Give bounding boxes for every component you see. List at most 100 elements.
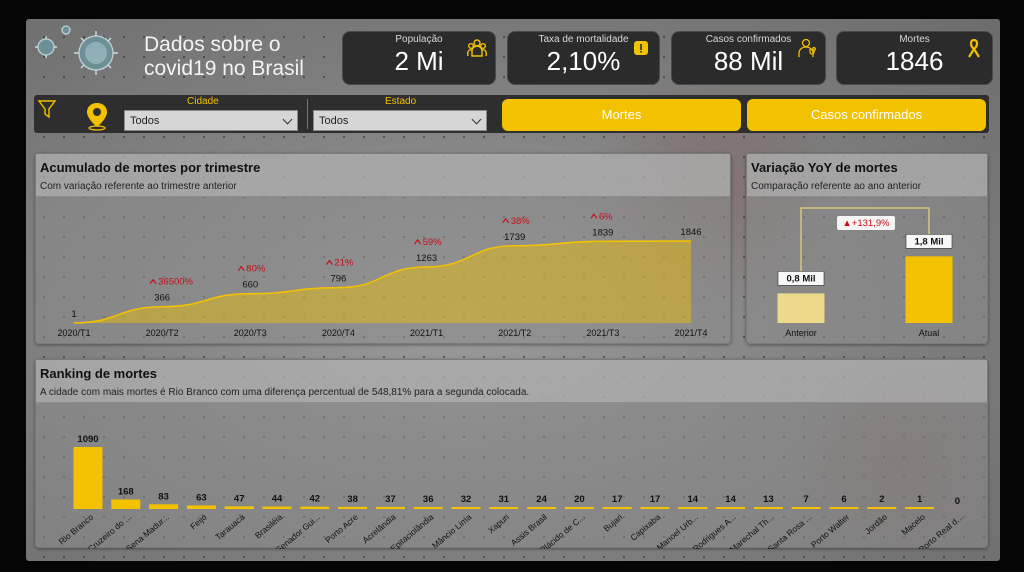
yoy-panel: Variação YoY de mortes Comparação refere…: [746, 153, 988, 344]
rank-bar: [111, 499, 141, 509]
area-fill: [74, 241, 691, 323]
kpi-casos-card: Casos confirmados 88 Mil: [671, 31, 826, 85]
cidade-selected-value: Todos: [130, 115, 160, 127]
acumulado-panel: Acumulado de mortes por trimestre Com va…: [35, 153, 731, 344]
dashboard-title: Dados sobre o covid19 no Brasil: [144, 33, 304, 81]
map-pin-icon: [87, 103, 107, 131]
data-label: 1846: [680, 227, 701, 238]
data-label: 6: [841, 494, 846, 505]
people-icon: [467, 39, 487, 57]
rank-bar: [224, 506, 254, 509]
cidade-label: Cidade: [187, 96, 219, 107]
x-tick-label: Bujari: [601, 512, 624, 534]
chevron-down-icon: [282, 114, 293, 125]
x-tick-label: Acrelândia: [360, 512, 397, 546]
x-tick-label: 2021/T1: [410, 328, 443, 338]
kpi-mortalidade-card: Taxa de mortalidade 2,10%: [507, 31, 660, 85]
data-label: 0,8 Mil: [786, 273, 815, 284]
x-tick-label: Mâncio Lima: [430, 512, 474, 549]
rank-bar: [640, 507, 670, 509]
x-tick-label: 2020/T4: [322, 328, 355, 338]
x-tick-label: Anterior: [785, 328, 817, 338]
rank-bar: [186, 505, 216, 509]
x-tick-label: 2021/T2: [498, 328, 531, 338]
variation-label: 59%: [423, 237, 443, 248]
data-label: 2: [879, 494, 884, 505]
rank-bar: [527, 507, 557, 509]
data-label: 36: [423, 494, 434, 505]
data-label: 14: [688, 494, 699, 505]
up-arrow-icon: [502, 217, 510, 224]
rank-bar: [564, 507, 594, 509]
dashboard-canvas: Dados sobre o covid19 no Brasil Populaçã…: [26, 19, 1000, 561]
data-label: 42: [310, 494, 321, 505]
variation-badge: [837, 216, 895, 230]
rank-bar: [338, 506, 368, 509]
data-label: 37: [385, 494, 396, 505]
rank-bar: [300, 506, 330, 509]
panel-title: Variação YoY de mortes: [751, 160, 898, 175]
rank-bar: [489, 507, 519, 509]
panel-subtitle: Com variação referente ao trimestre ante…: [40, 181, 237, 192]
data-label: 47: [234, 493, 245, 504]
data-label: 1839: [592, 227, 613, 238]
data-label: 63: [196, 492, 207, 503]
data-label: 366: [154, 293, 170, 304]
up-arrow-icon: [149, 278, 157, 285]
filter-icon[interactable]: [37, 99, 57, 119]
x-tick-label: Brasiléia: [253, 512, 285, 541]
data-label: 17: [612, 494, 623, 505]
kpi-value: 2 Mi: [394, 46, 444, 76]
variation-label: 38%: [511, 216, 531, 227]
x-tick-label: 2020/T1: [57, 328, 90, 338]
kpi-value: 1846: [885, 46, 944, 76]
casos-confirmados-button[interactable]: Casos confirmados: [747, 99, 986, 131]
kpi-label: População: [395, 34, 443, 45]
up-arrow-icon: [325, 259, 333, 266]
rank-bar: [149, 504, 179, 509]
x-tick-label: Porto Walter: [809, 512, 852, 549]
yoy-bar: [905, 256, 953, 323]
yoy-bar: [777, 293, 825, 323]
up-arrow-icon: [237, 265, 245, 272]
ranking-panel: Ranking de mortes A cidade com mais mort…: [35, 359, 988, 549]
x-tick-label: 2021/T3: [586, 328, 619, 338]
doctor-icon: [798, 38, 816, 57]
x-tick-label: Feijó: [188, 512, 209, 532]
divider: [307, 99, 308, 129]
estado-dropdown[interactable]: Todos: [313, 110, 487, 131]
rank-bar: [716, 507, 746, 509]
kpi-label: Taxa de mortalidade: [538, 34, 629, 45]
yoy-connector: [800, 207, 930, 284]
data-label: 14: [725, 494, 736, 505]
kpi-value: 88 Mil: [713, 46, 784, 76]
variation-label: 6%: [599, 211, 613, 222]
data-label: 83: [158, 491, 169, 502]
panel-header: Acumulado de mortes por trimestre Com va…: [36, 154, 730, 197]
x-tick-label: Atual: [919, 328, 940, 338]
data-label: 1090: [77, 434, 98, 445]
warning-icon: [634, 41, 648, 55]
area-line: [73, 240, 692, 324]
panel-title: Ranking de mortes: [40, 366, 158, 381]
variation-label: 21%: [334, 258, 354, 269]
kpi-label: Casos confirmados: [705, 34, 792, 45]
rank-bar: [413, 506, 443, 509]
title-line-1: Dados sobre o: [144, 33, 281, 56]
value-badge: [905, 234, 953, 249]
rank-bar: [791, 507, 821, 509]
data-label: 1739: [504, 232, 525, 243]
yoy-bar-chart: ▲+131,9% 0,8 Mil Anterior 1,8 Mil Atual: [777, 207, 953, 338]
rank-bar: [905, 507, 935, 509]
variation-label: 36500%: [158, 277, 193, 288]
kpi-populacao-card: População 2 Mi: [342, 31, 496, 85]
variation-label: ▲+131,9%: [842, 218, 890, 229]
cidade-dropdown[interactable]: Todos: [124, 110, 298, 131]
title-line-2: covid19 no Brasil: [144, 57, 304, 80]
kpi-label: Mortes: [899, 34, 930, 45]
x-tick-label: Rio Branco: [57, 512, 96, 547]
variation-label: 80%: [246, 264, 266, 275]
data-label: 38: [347, 494, 358, 505]
mortes-button[interactable]: Mortes: [502, 99, 741, 131]
ribbon-icon: [968, 38, 980, 58]
